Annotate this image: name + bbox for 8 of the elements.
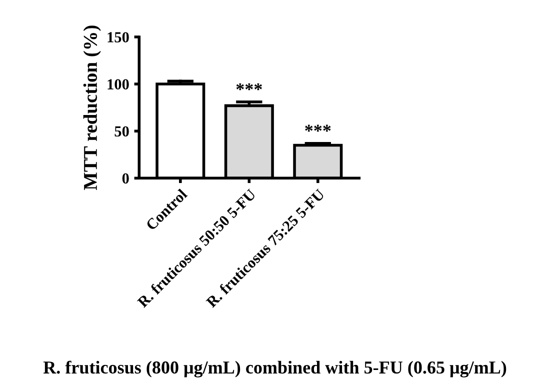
annotation: *** (236, 83, 262, 90)
annotation: *** (305, 124, 331, 132)
x-axis-title: R. fruticosus (800 μg/mL) combined with 5-FU (0.65 μg/mL) (43, 360, 506, 378)
y-axis-title: MTT reduction (%) (83, 26, 101, 190)
y-tick-label: 0 (122, 173, 129, 184)
y-tick-label: 50 (114, 126, 129, 137)
y-tick-label: 100 (108, 79, 129, 90)
y-tick-label: 150 (108, 32, 129, 42)
